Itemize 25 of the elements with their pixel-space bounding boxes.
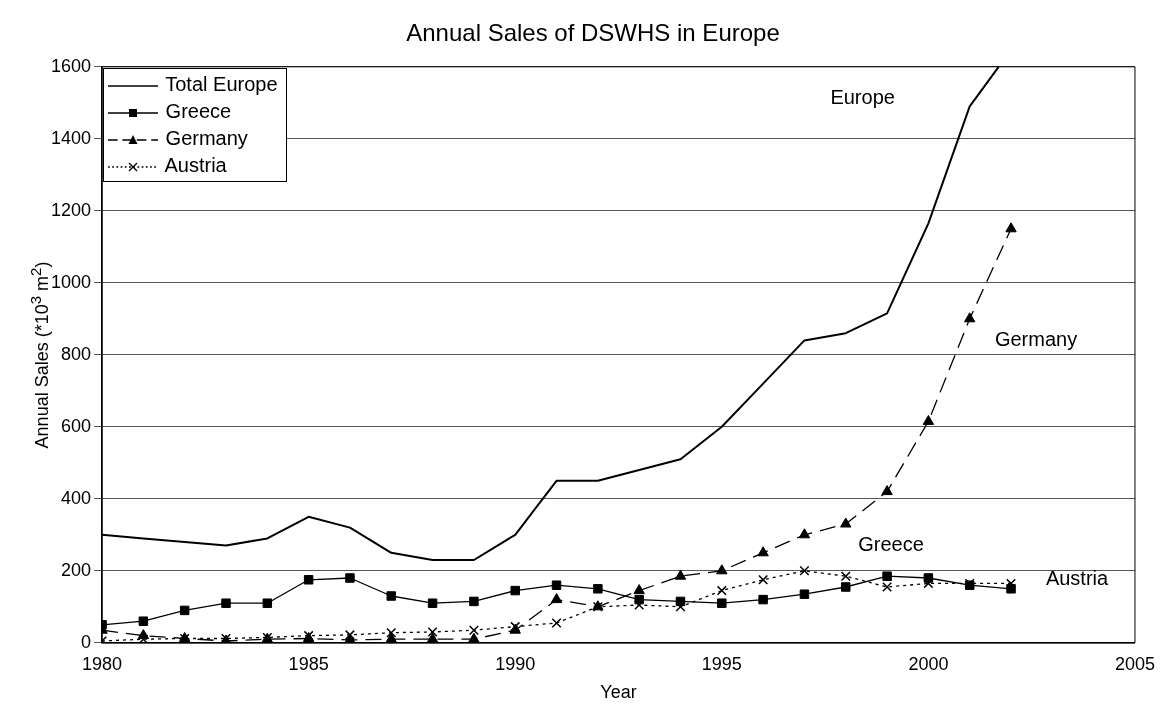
y-tick-label: 1600 [51, 55, 92, 76]
annotation: Austria [1045, 566, 1110, 589]
x-tick-label: 1990 [495, 653, 536, 674]
annotation: Europe [830, 86, 895, 109]
chart-title: Annual Sales of DSWHS in Europe [406, 19, 780, 47]
legend-label: Total Europe [165, 72, 278, 95]
y-tick-label: 1000 [51, 271, 92, 292]
legend-label: Greece [165, 99, 232, 122]
y-tick-label: 400 [61, 487, 92, 508]
x-tick-label: 1985 [288, 653, 329, 674]
y-tick-label: 800 [61, 343, 92, 364]
legend-label: Germany [165, 126, 248, 149]
annotation: Greece [858, 533, 924, 556]
y-tick-label: 1200 [51, 199, 92, 220]
x-tick-label: 1980 [82, 653, 123, 674]
y-tick-label: 200 [61, 559, 92, 580]
y-tick-label: 0 [81, 631, 92, 652]
y-tick-label: 600 [61, 415, 92, 436]
legend-label: Austria [164, 153, 227, 176]
x-tick-label: 2000 [908, 653, 949, 674]
x-tick-label: 1995 [701, 653, 742, 674]
x-axis-title: Year [600, 682, 637, 703]
annotation: Germany [994, 328, 1078, 351]
x-tick-label: 2005 [1114, 653, 1155, 674]
y-tick-label: 1400 [51, 127, 92, 148]
